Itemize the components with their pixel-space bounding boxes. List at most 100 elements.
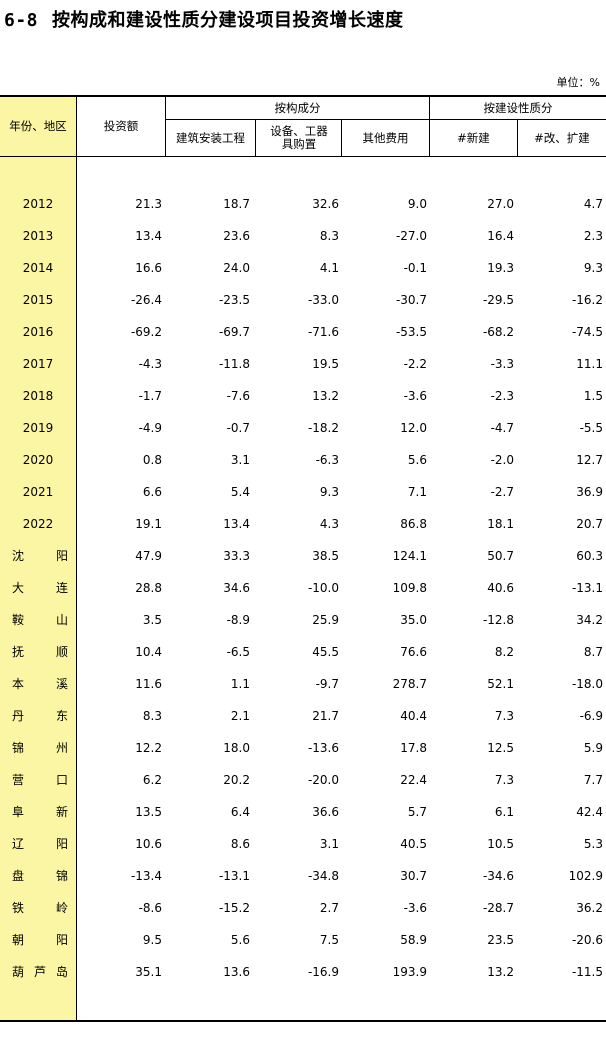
cell-investment: -13.4 <box>130 869 162 883</box>
cell-investment: 12.2 <box>135 741 162 755</box>
group-header-rule <box>165 119 606 120</box>
cell-rebuild-expand: 60.3 <box>576 549 603 563</box>
cell-other-costs: -30.7 <box>395 293 427 307</box>
header-new-construction: #新建 <box>457 130 490 145</box>
row-label: 2018 <box>22 389 54 403</box>
cell-investment: 8.3 <box>142 709 162 723</box>
row-label: 鞍山 <box>12 613 68 627</box>
cell-construction: -7.6 <box>226 389 250 403</box>
row-label: 2019 <box>22 421 54 435</box>
cell-construction: 34.6 <box>223 581 250 595</box>
cell-new-construction: 18.1 <box>487 517 514 531</box>
cell-rebuild-expand: -6.9 <box>579 709 603 723</box>
table-row: 铁岭 -8.6 -15.2 2.7 -3.6 -28.7 36.2 <box>0 892 606 924</box>
cell-other-costs: 17.8 <box>400 741 427 755</box>
cell-construction: 2.1 <box>230 709 250 723</box>
table-title: 按构成和建设性质分建设项目投资增长速度 <box>52 10 404 31</box>
header-bottom-rule <box>0 156 606 157</box>
cell-investment: 28.8 <box>135 581 162 595</box>
cell-new-construction: -29.5 <box>482 293 514 307</box>
cell-new-construction: 12.5 <box>487 741 514 755</box>
cell-new-construction: 40.6 <box>487 581 514 595</box>
cell-equipment: -9.7 <box>315 677 339 691</box>
cell-other-costs: -53.5 <box>395 325 427 339</box>
cell-other-costs: -3.6 <box>403 389 427 403</box>
cell-construction: 13.4 <box>223 517 250 531</box>
row-label: 辽阳 <box>12 837 68 851</box>
cell-investment: 3.5 <box>142 613 162 627</box>
cell-new-construction: 8.2 <box>494 645 514 659</box>
cell-equipment: -10.0 <box>307 581 339 595</box>
table-number: 6-8 <box>4 10 39 31</box>
table-row: 葫芦岛 35.1 13.6 -16.9 193.9 13.2 -11.5 <box>0 956 606 988</box>
cell-construction: 1.1 <box>230 677 250 691</box>
cell-rebuild-expand: 8.7 <box>583 645 603 659</box>
cell-rebuild-expand: -18.0 <box>571 677 603 691</box>
cell-construction: 33.3 <box>223 549 250 563</box>
row-label: 2012 <box>22 197 54 211</box>
cell-new-construction: -2.0 <box>490 453 514 467</box>
row-label: 沈阳 <box>12 549 68 563</box>
cell-rebuild-expand: 5.9 <box>583 741 603 755</box>
header-divider <box>341 120 342 156</box>
cell-equipment: 21.7 <box>312 709 339 723</box>
table-row: 2016 -69.2 -69.7 -71.6 -53.5 -68.2 -74.5 <box>0 316 606 348</box>
cell-investment: 0.8 <box>142 453 162 467</box>
cell-other-costs: -3.6 <box>403 901 427 915</box>
header-year-region: 年份、地区 <box>9 119 67 133</box>
row-label: 营口 <box>12 773 68 787</box>
cell-rebuild-expand: -74.5 <box>571 325 603 339</box>
cell-investment: 35.1 <box>135 965 162 979</box>
table-bottom-rule <box>0 1020 606 1022</box>
cell-other-costs: 9.0 <box>407 197 427 211</box>
row-label: 锦州 <box>12 741 68 755</box>
cell-equipment: -20.0 <box>307 773 339 787</box>
cell-equipment: 25.9 <box>312 613 339 627</box>
cell-construction: 13.6 <box>223 965 250 979</box>
cell-rebuild-expand: -11.5 <box>571 965 603 979</box>
cell-investment: 13.4 <box>135 229 162 243</box>
header-construction: 建筑安装工程 <box>176 130 245 145</box>
cell-rebuild-expand: 11.1 <box>576 357 603 371</box>
row-label: 葫芦岛 <box>12 965 68 979</box>
cell-construction: -0.7 <box>226 421 250 435</box>
header-other-costs: 其他费用 <box>362 130 409 145</box>
cell-rebuild-expand: 4.7 <box>583 197 603 211</box>
cell-other-costs: -27.0 <box>395 229 427 243</box>
header-divider <box>429 97 430 156</box>
cell-rebuild-expand: 5.3 <box>583 837 603 851</box>
cell-other-costs: 58.9 <box>400 933 427 947</box>
row-label: 2016 <box>22 325 54 339</box>
cell-equipment: -34.8 <box>307 869 339 883</box>
cell-other-costs: 12.0 <box>400 421 427 435</box>
cell-rebuild-expand: -5.5 <box>579 421 603 435</box>
cell-investment: 11.6 <box>135 677 162 691</box>
table-row: 丹东 8.3 2.1 21.7 40.4 7.3 -6.9 <box>0 700 606 732</box>
row-label: 抚顺 <box>12 645 68 659</box>
cell-rebuild-expand: 20.7 <box>576 517 603 531</box>
cell-other-costs: 124.1 <box>392 549 427 563</box>
header-equipment: 设备、工器具购置 <box>270 124 328 151</box>
header-divider <box>255 120 256 156</box>
cell-rebuild-expand: 36.2 <box>576 901 603 915</box>
cell-equipment: 4.3 <box>319 517 339 531</box>
cell-equipment: 45.5 <box>312 645 339 659</box>
cell-rebuild-expand: 42.4 <box>576 805 603 819</box>
cell-investment: -1.7 <box>138 389 162 403</box>
cell-construction: -69.7 <box>218 325 250 339</box>
cell-new-construction: 6.1 <box>494 805 514 819</box>
cell-investment: -4.9 <box>138 421 162 435</box>
label-column-highlight <box>0 97 76 1020</box>
cell-investment: -4.3 <box>138 357 162 371</box>
row-label: 大连 <box>12 581 68 595</box>
cell-other-costs: -2.2 <box>403 357 427 371</box>
cell-equipment: -13.6 <box>307 741 339 755</box>
cell-other-costs: 35.0 <box>400 613 427 627</box>
cell-new-construction: -2.7 <box>490 485 514 499</box>
page-title: 6-8 按构成和建设性质分建设项目投资增长速度 <box>4 6 404 32</box>
cell-rebuild-expand: 1.5 <box>583 389 603 403</box>
cell-construction: 18.0 <box>223 741 250 755</box>
cell-equipment: 36.6 <box>312 805 339 819</box>
cell-investment: 21.3 <box>135 197 162 211</box>
header-investment: 投资额 <box>103 119 139 133</box>
